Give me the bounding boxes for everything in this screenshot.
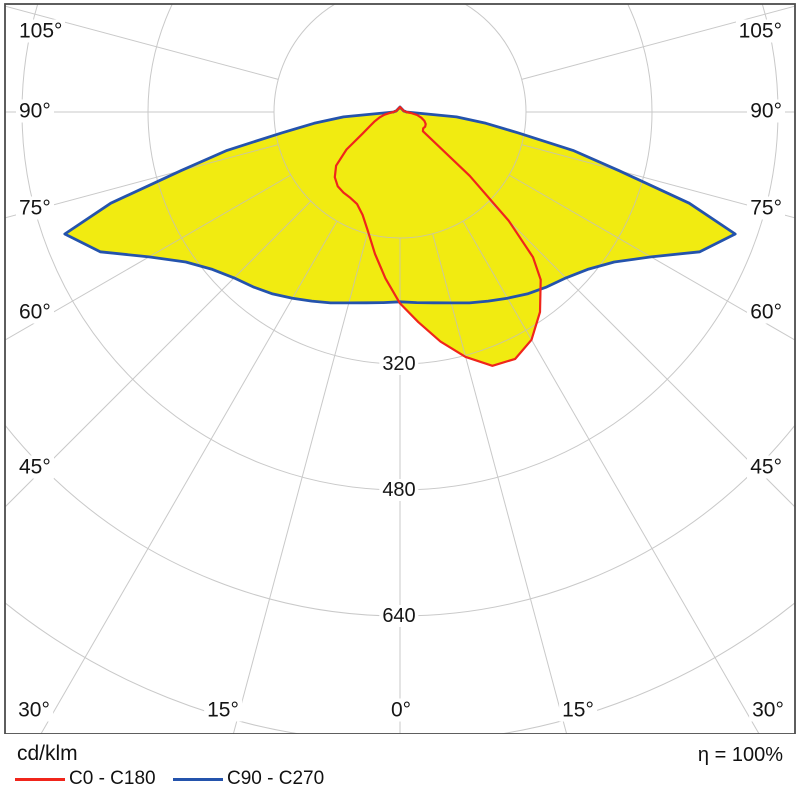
angle-label-right-60°: 60° <box>747 300 785 324</box>
ring-label-640: 640 <box>379 605 419 627</box>
angle-label-bottom-1: 15° <box>204 698 242 722</box>
angle-label-bottom-3: 15° <box>559 698 597 722</box>
angle-label-bottom-0: 30° <box>15 698 53 722</box>
angle-label-right-45°: 45° <box>747 455 785 479</box>
angle-label-left-75°: 75° <box>16 196 54 220</box>
angle-label-left-90°: 90° <box>16 99 54 123</box>
legend-line-c0-c180 <box>15 777 65 781</box>
radial-unit-label: cd/klm <box>17 742 78 765</box>
legend-label-c90-c270: C90 - C270 <box>227 768 325 789</box>
polar-plot <box>4 3 796 735</box>
efficiency-label: η = 100% <box>697 744 783 766</box>
angle-label-left-45°: 45° <box>16 455 54 479</box>
legend-line-c90-c270 <box>173 777 223 781</box>
axis-labels: 105° 90° 75° 60° 45° 105° 90° 75° 60° 45° 30° 15° 0°… <box>15 19 787 722</box>
angle-label-right-90°: 90° <box>747 99 785 123</box>
angle-label-bottom-4: 30° <box>749 698 787 722</box>
legend-item-c0-c180: C0 - C180 <box>15 768 156 790</box>
angle-label-right-75°: 75° <box>747 196 785 220</box>
ring-label-320: 320 <box>379 353 419 375</box>
angle-label-left-60°: 60° <box>16 300 54 324</box>
legend-item-c90-c270: C90 - C270 <box>173 768 324 790</box>
ring-label-480: 480 <box>379 479 419 501</box>
legend-label-c0-c180: C0 - C180 <box>69 768 156 789</box>
angle-label-right-105°: 105° <box>735 19 785 43</box>
angle-label-bottom-2: 0° <box>387 698 415 722</box>
angle-label-left-105°: 105° <box>16 19 66 43</box>
chart-footer: cd/klm C0 - C180 C90 - C270 η = 100% <box>0 734 800 798</box>
